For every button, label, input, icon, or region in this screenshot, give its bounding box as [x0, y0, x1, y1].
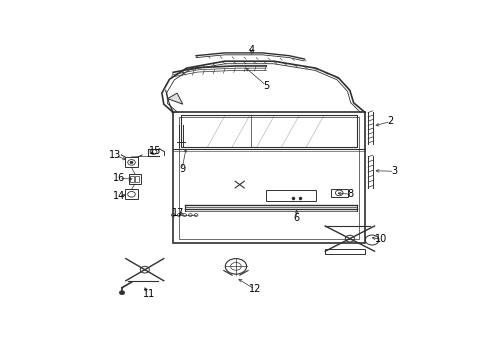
- Circle shape: [120, 291, 124, 294]
- Polygon shape: [168, 93, 183, 104]
- Text: 15: 15: [149, 146, 162, 156]
- Text: 5: 5: [263, 81, 270, 91]
- Text: 10: 10: [375, 234, 388, 244]
- Text: 12: 12: [249, 284, 261, 294]
- Text: 14: 14: [113, 191, 125, 201]
- Circle shape: [130, 161, 133, 163]
- Text: 13: 13: [109, 150, 122, 160]
- Text: 8: 8: [347, 189, 354, 199]
- Text: 16: 16: [113, 174, 125, 184]
- Text: 17: 17: [172, 208, 184, 218]
- Text: 11: 11: [143, 288, 155, 298]
- Text: 2: 2: [388, 116, 394, 126]
- Text: 9: 9: [179, 164, 185, 174]
- Text: 4: 4: [248, 45, 254, 55]
- Text: 3: 3: [392, 166, 398, 176]
- Text: 6: 6: [294, 213, 300, 224]
